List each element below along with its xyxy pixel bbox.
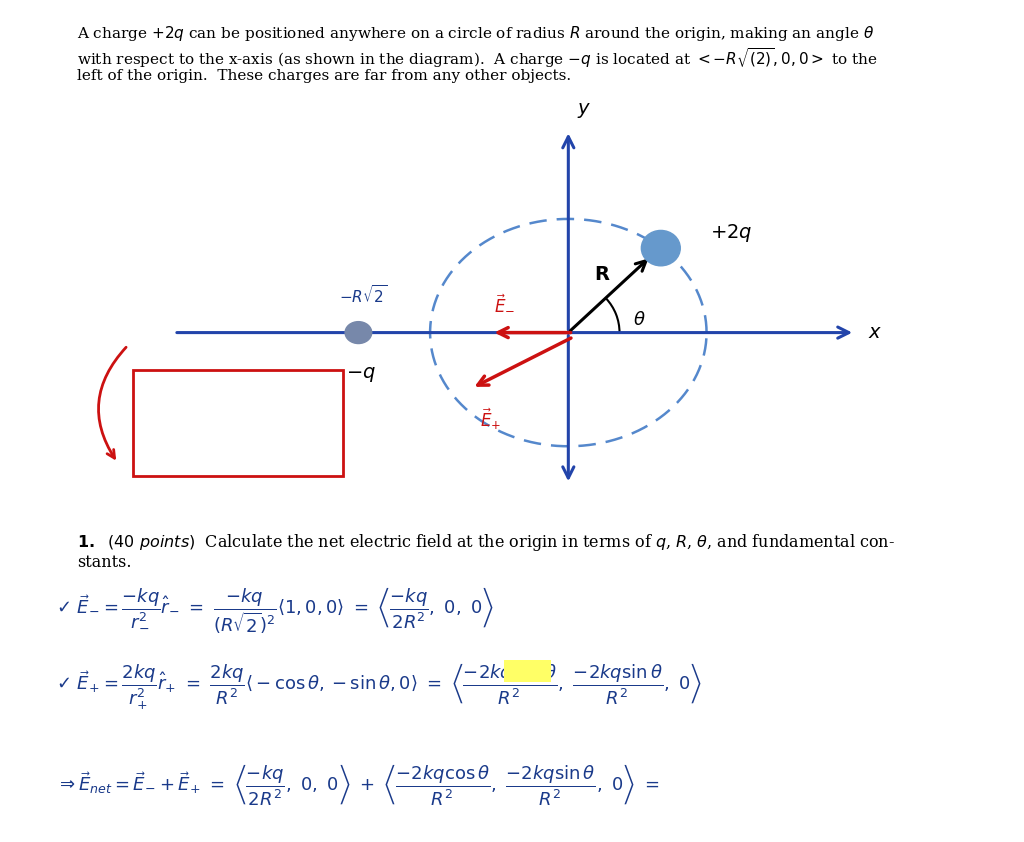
Text: $y$: $y$ bbox=[577, 101, 591, 120]
Text: $-R\sqrt{2}$: $-R\sqrt{2}$ bbox=[339, 284, 388, 306]
Text: $\mathbf{R}$: $\mathbf{R}$ bbox=[594, 266, 610, 285]
Text: $\vec{E}_{-}$: $\vec{E}_{-}$ bbox=[495, 295, 515, 314]
Text: stants.: stants. bbox=[77, 554, 131, 571]
Text: left of the origin.  These charges are far from any other objects.: left of the origin. These charges are fa… bbox=[77, 69, 571, 83]
Circle shape bbox=[345, 322, 372, 344]
Text: $x$: $x$ bbox=[868, 323, 883, 342]
Text: $+2q$: $+2q$ bbox=[710, 222, 753, 244]
Text: A charge $+2q$ can be positioned anywhere on a circle of radius $R$ around the o: A charge $+2q$ can be positioned anywher… bbox=[77, 24, 873, 43]
Text: $-q$: $-q$ bbox=[346, 365, 377, 384]
FancyBboxPatch shape bbox=[504, 660, 551, 682]
Text: with respect to the x-axis (as shown in the diagram).  A charge $-q$ is located : with respect to the x-axis (as shown in … bbox=[77, 46, 878, 70]
FancyBboxPatch shape bbox=[133, 370, 343, 476]
Text: $\checkmark\ \vec{E}_{+} = \dfrac{2kq}{r_{+}^{2}}\hat{r}_{+}\ =\ \dfrac{2kq}{R^{: $\checkmark\ \vec{E}_{+} = \dfrac{2kq}{r… bbox=[56, 661, 702, 711]
Ellipse shape bbox=[641, 231, 680, 266]
Text: -6 minor: -6 minor bbox=[157, 408, 221, 424]
Text: $\theta$: $\theta$ bbox=[633, 311, 645, 329]
Text: -32 BTN: -32 BTN bbox=[157, 456, 218, 471]
Text: $\checkmark\ \vec{E}_{-} = \dfrac{-kq}{r_{-}^{2}}\hat{r}_{-}\ =\ \dfrac{-kq}{(R\: $\checkmark\ \vec{E}_{-} = \dfrac{-kq}{r… bbox=[56, 585, 495, 637]
Text: -2 clerical: -2 clerical bbox=[157, 385, 231, 400]
Text: $\Rightarrow\vec{E}_{net} = \vec{E}_{-}+\vec{E}_{+}\ =\ \left\langle\dfrac{-kq}{: $\Rightarrow\vec{E}_{net} = \vec{E}_{-}+… bbox=[56, 762, 659, 807]
Text: -12 major: -12 major bbox=[157, 432, 230, 447]
Text: $\vec{E}_{+}$: $\vec{E}_{+}$ bbox=[480, 407, 501, 432]
Text: $\mathbf{1.}$  $(\mathit{40\ points})$  Calculate the net electric field at the : $\mathbf{1.}$ $(\mathit{40\ points})$ Ca… bbox=[77, 532, 895, 553]
